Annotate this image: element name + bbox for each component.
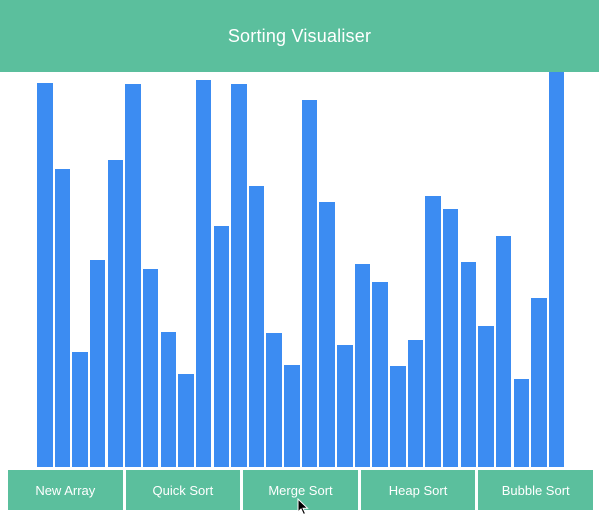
array-bar <box>37 83 53 467</box>
app-title: Sorting Visualiser <box>227 25 372 46</box>
array-bar <box>548 72 565 467</box>
array-bar <box>442 209 459 467</box>
array-bar <box>390 366 406 467</box>
array-bar <box>372 282 388 467</box>
array-bar <box>160 332 177 467</box>
array-bar <box>195 80 212 467</box>
array-bar <box>319 202 335 467</box>
array-bar <box>425 196 441 467</box>
array-bar <box>72 352 88 467</box>
array-bar <box>513 379 530 467</box>
array-bar <box>337 345 353 467</box>
new-array-button[interactable]: New Array <box>8 470 123 510</box>
array-bar <box>354 264 371 467</box>
heap-sort-button[interactable]: Heap Sort <box>360 470 476 510</box>
array-bar <box>54 169 71 467</box>
quick-sort-button[interactable]: Quick Sort <box>125 470 241 510</box>
array-bar <box>407 340 424 467</box>
array-bar <box>125 84 141 467</box>
array-bar <box>460 262 477 467</box>
merge-sort-button[interactable]: Merge Sort <box>243 470 358 510</box>
array-bar <box>478 326 494 467</box>
controls-bar: New Array Quick Sort Merge Sort Heap Sor… <box>8 470 593 510</box>
bubble-sort-button[interactable]: Bubble Sort <box>478 470 593 510</box>
app-header: Sorting Visualiser <box>0 0 599 72</box>
array-bar <box>266 333 282 467</box>
array-bar <box>495 236 512 467</box>
array-bar <box>284 365 300 467</box>
array-bars-area <box>0 72 599 467</box>
array-bar <box>89 260 106 467</box>
array-bar <box>178 374 194 467</box>
array-bar <box>142 269 159 467</box>
array-bar <box>107 160 124 467</box>
array-bar <box>213 226 229 467</box>
array-bar <box>301 100 318 467</box>
array-bar <box>231 84 247 467</box>
array-bar <box>531 298 547 467</box>
array-bar <box>248 186 265 467</box>
